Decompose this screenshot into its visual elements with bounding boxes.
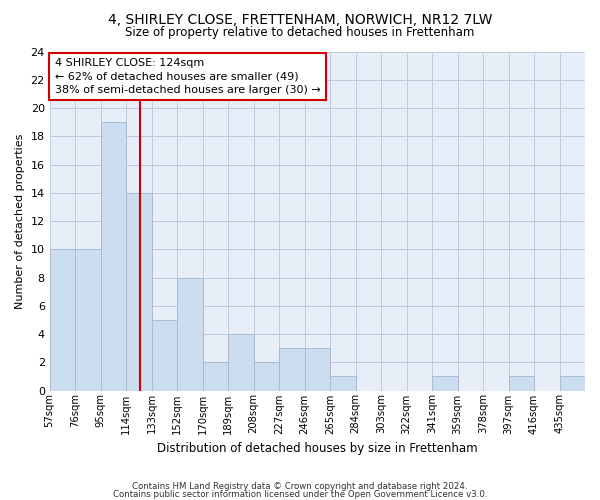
Bar <box>330 376 356 390</box>
Bar <box>432 376 458 390</box>
Bar <box>75 250 101 390</box>
X-axis label: Distribution of detached houses by size in Frettenham: Distribution of detached houses by size … <box>157 442 478 455</box>
Bar <box>560 376 585 390</box>
Bar <box>228 334 254 390</box>
Bar <box>101 122 126 390</box>
Text: Contains public sector information licensed under the Open Government Licence v3: Contains public sector information licen… <box>113 490 487 499</box>
Bar <box>254 362 279 390</box>
Bar <box>203 362 228 390</box>
Bar <box>509 376 534 390</box>
Text: Size of property relative to detached houses in Frettenham: Size of property relative to detached ho… <box>125 26 475 39</box>
Bar <box>177 278 203 390</box>
Bar <box>152 320 177 390</box>
Bar <box>126 193 152 390</box>
Text: Contains HM Land Registry data © Crown copyright and database right 2024.: Contains HM Land Registry data © Crown c… <box>132 482 468 491</box>
Text: 4, SHIRLEY CLOSE, FRETTENHAM, NORWICH, NR12 7LW: 4, SHIRLEY CLOSE, FRETTENHAM, NORWICH, N… <box>108 12 492 26</box>
Bar <box>305 348 330 391</box>
Bar <box>50 250 75 390</box>
Bar <box>279 348 305 391</box>
Text: 4 SHIRLEY CLOSE: 124sqm
← 62% of detached houses are smaller (49)
38% of semi-de: 4 SHIRLEY CLOSE: 124sqm ← 62% of detache… <box>55 58 321 94</box>
Y-axis label: Number of detached properties: Number of detached properties <box>15 134 25 308</box>
